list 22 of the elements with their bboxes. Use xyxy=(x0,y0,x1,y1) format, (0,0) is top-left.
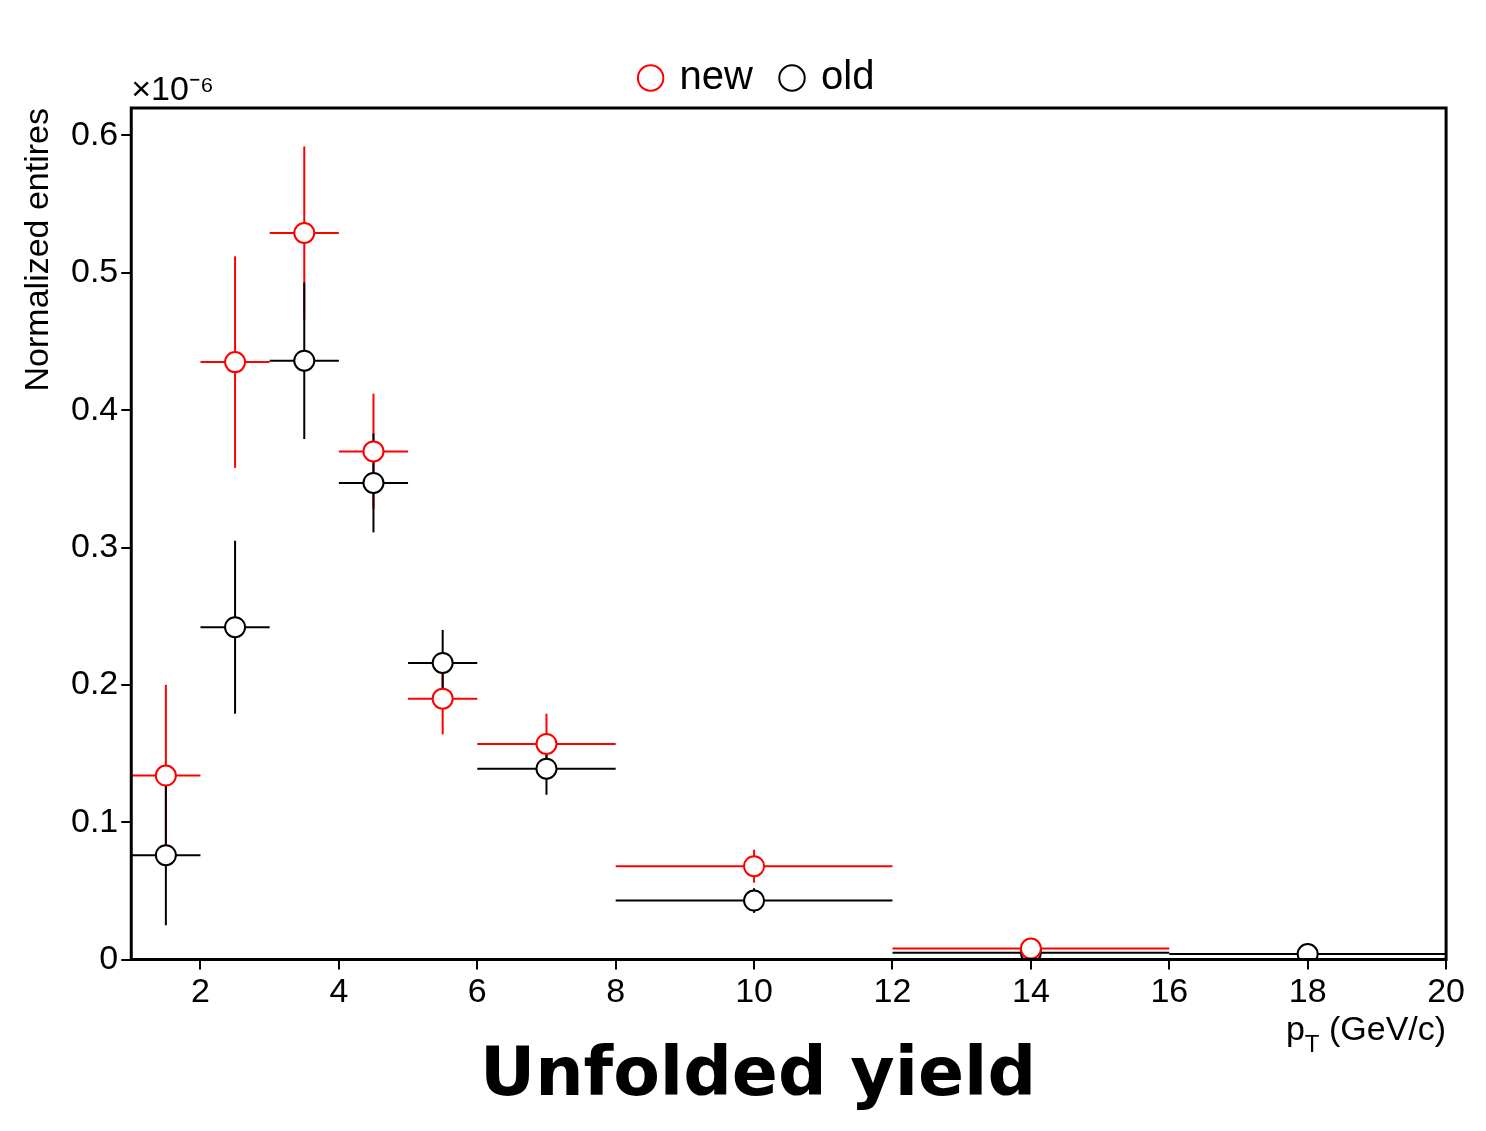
y-tick-label: 0.5 xyxy=(71,251,119,290)
x-tick-label: 6 xyxy=(467,971,487,1010)
x-tick-label: 4 xyxy=(329,971,349,1010)
x-tick-label: 10 xyxy=(735,971,773,1010)
legend-label: new xyxy=(679,53,754,98)
y-tick-label: 0.2 xyxy=(71,663,119,702)
y-tick-label: 0.6 xyxy=(71,113,119,152)
x-tick-label: 14 xyxy=(1011,971,1050,1010)
legend-label: old xyxy=(821,53,875,98)
x-tick-label: 18 xyxy=(1288,971,1327,1010)
x-tick-label: 20 xyxy=(1427,971,1465,1010)
x-tick-label: 16 xyxy=(1150,971,1189,1010)
y-tick-label: 0.1 xyxy=(71,800,119,839)
y-axis-title: Normalized entires xyxy=(17,107,55,392)
y-tick-label: 0.3 xyxy=(71,525,119,564)
x-tick-label: 8 xyxy=(606,971,626,1010)
y-tick-label: 0.4 xyxy=(71,388,119,427)
x-tick-label: 12 xyxy=(873,971,912,1010)
x-tick-label: 2 xyxy=(191,971,210,1010)
text: ×10⁻⁶ xyxy=(131,69,214,107)
y-tick-label: 0 xyxy=(99,937,119,976)
text: Unfolded yield xyxy=(479,1031,1037,1111)
